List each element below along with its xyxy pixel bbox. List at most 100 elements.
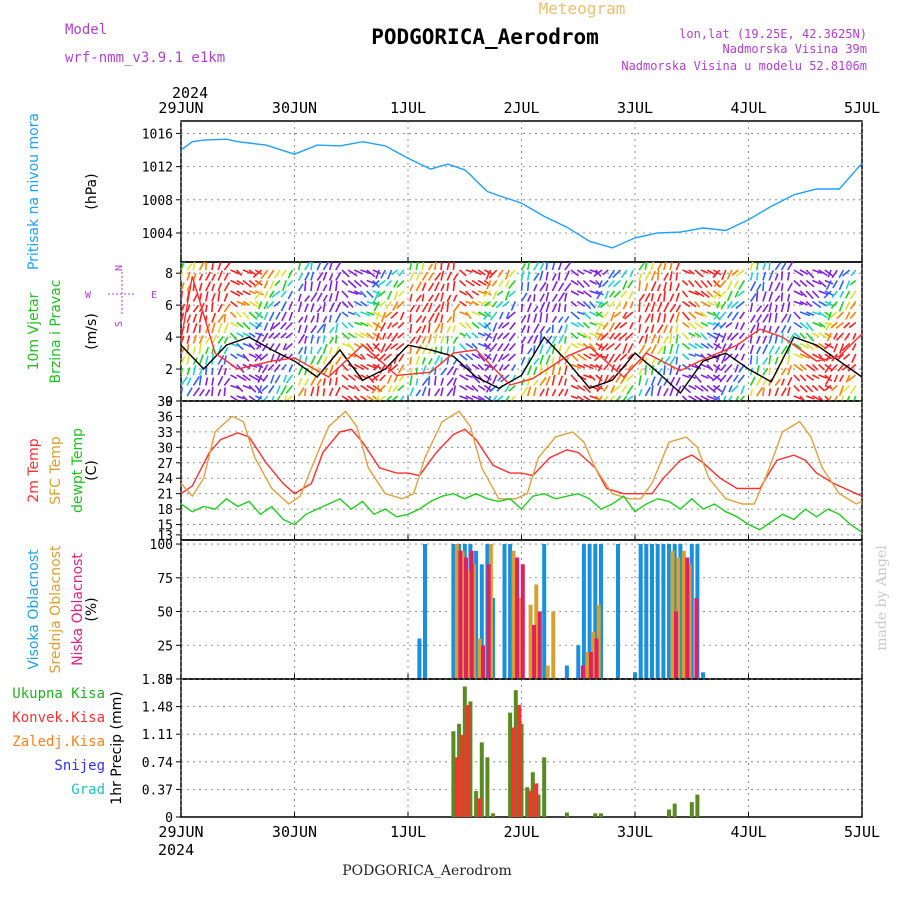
wind-arrow bbox=[576, 384, 586, 392]
cloud-bar bbox=[477, 638, 482, 679]
wind-arrow bbox=[589, 374, 596, 381]
cloud-bar bbox=[423, 544, 427, 679]
temperature-series-line bbox=[180, 428, 863, 497]
wind-arrow bbox=[440, 314, 444, 323]
wind-arrow bbox=[198, 388, 205, 397]
credit-label: made by Angel bbox=[874, 545, 890, 651]
wind-arrow bbox=[465, 311, 472, 319]
wind-arrow bbox=[385, 279, 393, 287]
wind-arrow bbox=[694, 279, 703, 289]
wind-arrow bbox=[204, 377, 209, 386]
wind-arrow bbox=[681, 279, 689, 286]
wind-arrow bbox=[841, 363, 851, 371]
wind-arrow bbox=[539, 325, 546, 334]
wind-arrow bbox=[508, 384, 516, 392]
wind-arrow bbox=[749, 376, 756, 386]
wind-arrow bbox=[688, 384, 697, 390]
wind-arrow bbox=[297, 272, 304, 281]
wind-arrow bbox=[551, 364, 556, 376]
wind-arrow bbox=[268, 311, 275, 322]
wind-arrow bbox=[539, 388, 545, 397]
wind-arrow bbox=[830, 363, 838, 372]
wind-arrow bbox=[446, 377, 454, 386]
wind-arrow bbox=[557, 303, 561, 313]
wind-arrow bbox=[288, 364, 294, 373]
wind-arrow bbox=[756, 386, 764, 397]
wind-arrow bbox=[434, 333, 438, 344]
wind-arrow bbox=[825, 374, 832, 385]
wind-arrow bbox=[681, 321, 690, 328]
wind-arrow bbox=[663, 336, 668, 344]
wind-arrow bbox=[353, 311, 361, 318]
wind-arrow bbox=[638, 388, 643, 397]
wind-arrow bbox=[186, 335, 191, 344]
wind-arrow bbox=[712, 363, 722, 371]
wind-arrow bbox=[824, 384, 832, 391]
temperature-series-line bbox=[180, 492, 863, 533]
wind-arrow bbox=[545, 375, 551, 386]
wind-arrow bbox=[793, 311, 801, 320]
wind-arrow bbox=[359, 353, 366, 360]
wind-arrow bbox=[545, 271, 549, 281]
precip-legend-entry: Grad bbox=[71, 782, 105, 798]
wind-arrow bbox=[638, 273, 643, 281]
wind-arrow bbox=[610, 311, 616, 322]
wind-arrow bbox=[706, 290, 714, 298]
wind-arrow bbox=[596, 384, 603, 393]
wind-arrow bbox=[254, 384, 263, 395]
wind-arrow bbox=[734, 290, 739, 298]
wind-arrow bbox=[186, 377, 192, 386]
wind-arrow bbox=[230, 321, 239, 328]
wind-arrow bbox=[526, 262, 531, 271]
wind-arrow bbox=[272, 321, 281, 330]
cloud-bar bbox=[542, 544, 547, 679]
wind-arrow bbox=[824, 269, 834, 277]
wind-arrow bbox=[261, 343, 269, 352]
wind-arrow bbox=[452, 312, 455, 323]
wind-arrow bbox=[700, 353, 710, 363]
wind-arrow bbox=[726, 280, 733, 291]
wind-arrow bbox=[446, 335, 449, 344]
wind-arrow bbox=[799, 353, 810, 359]
wind-arrow bbox=[527, 347, 533, 355]
wind-arrow bbox=[539, 301, 546, 313]
wind-arrow bbox=[334, 290, 340, 302]
wind-arrow bbox=[663, 272, 669, 281]
time-label-bottom: 30JUN bbox=[272, 823, 317, 841]
wind-arrow bbox=[570, 363, 582, 370]
wind-arrow bbox=[551, 303, 558, 313]
wind-arrow bbox=[492, 353, 498, 363]
wind-arrow bbox=[275, 395, 281, 401]
wind-arrow bbox=[254, 353, 262, 360]
wind-arrow bbox=[465, 374, 473, 379]
wind-arrow bbox=[793, 279, 801, 287]
wind-arrow bbox=[198, 335, 204, 344]
wind-arrow bbox=[825, 280, 832, 291]
wind-arrow bbox=[768, 367, 772, 376]
wind-arrow bbox=[236, 321, 244, 328]
wind-arrow bbox=[421, 302, 429, 313]
wind-arrow bbox=[483, 395, 492, 401]
cloud-bar bbox=[594, 638, 599, 679]
wind-arrow bbox=[379, 364, 386, 374]
wind-arrow bbox=[650, 357, 657, 365]
wind-arrow bbox=[446, 315, 453, 323]
wind-arrow bbox=[485, 332, 492, 342]
precip-ytick-label: 0.74 bbox=[142, 756, 173, 771]
wind-arrow bbox=[328, 302, 336, 313]
wind-arrow bbox=[608, 269, 616, 280]
wind-arrow bbox=[595, 311, 603, 317]
wind-arrow bbox=[564, 316, 570, 323]
wind-arrow bbox=[310, 355, 316, 365]
wind-arrow bbox=[620, 290, 628, 298]
wind-arrow bbox=[393, 290, 399, 301]
wind-arrow bbox=[545, 301, 551, 313]
wind-arrow bbox=[242, 279, 253, 288]
wind-arrow bbox=[694, 395, 704, 401]
wind-arrow bbox=[838, 374, 845, 383]
wind-arrow bbox=[853, 395, 857, 401]
wind-arrow bbox=[186, 263, 193, 271]
wind-arrow bbox=[688, 279, 695, 288]
wind-arrow bbox=[334, 377, 338, 386]
wind-arrow bbox=[669, 271, 673, 281]
